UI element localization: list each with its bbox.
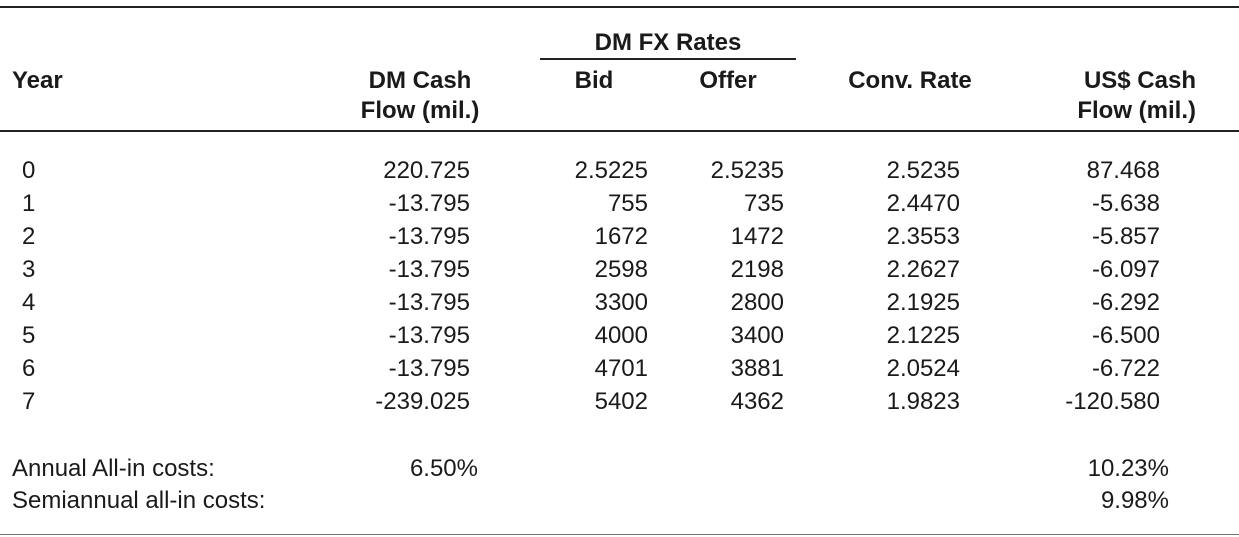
- fx-rates-underline: [540, 58, 796, 60]
- fx-rates-group-header: DM FX Rates: [594, 29, 742, 56]
- conv-rate-cell: 2.2627: [886, 256, 960, 283]
- bid-cell: 3300: [594, 289, 648, 316]
- year-cell: 3: [22, 256, 36, 283]
- us-cash-cell: -120.580: [1065, 388, 1160, 415]
- year-cell: 2: [22, 223, 36, 250]
- year-cell: 4: [22, 289, 36, 316]
- us-cash-cell: -5.638: [1091, 190, 1160, 217]
- top-rule: [0, 6, 1239, 8]
- dm-cash-cell: -13.795: [388, 322, 470, 349]
- dm-cash-cell: -13.795: [388, 223, 470, 250]
- us-cash-cell: 87.468: [1086, 157, 1160, 184]
- bid-header: Bid: [574, 67, 614, 94]
- dm-cash-header-line2: Flow (mil.): [360, 97, 480, 124]
- conv-rate-cell: 2.1925: [886, 289, 960, 316]
- year-header: Year: [12, 67, 63, 94]
- us-cash-cell: -6.722: [1091, 355, 1160, 382]
- offer-cell: 2.5235: [710, 157, 784, 184]
- offer-cell: 2800: [730, 289, 784, 316]
- year-cell: 6: [22, 355, 36, 382]
- semiannual-all-in-label: Semiannual all-in costs:: [12, 487, 266, 514]
- bid-cell: 1672: [594, 223, 648, 250]
- offer-cell: 3400: [730, 322, 784, 349]
- conv-rate-cell: 2.0524: [886, 355, 960, 382]
- dm-cash-header-line1: DM Cash: [368, 67, 472, 94]
- offer-cell: 3881: [730, 355, 784, 382]
- semiannual-us-cost: 9.98%: [1100, 487, 1169, 514]
- us-cash-cell: -6.292: [1091, 289, 1160, 316]
- us-cash-cell: -5.857: [1091, 223, 1160, 250]
- annual-all-in-label: Annual All-in costs:: [12, 455, 215, 482]
- header-rule: [0, 130, 1239, 132]
- bottom-rule: [0, 534, 1239, 535]
- offer-cell: 2198: [730, 256, 784, 283]
- annual-dm-cost: 6.50%: [409, 455, 478, 482]
- conv-rate-cell: 1.9823: [886, 388, 960, 415]
- conv-rate-cell: 2.5235: [886, 157, 960, 184]
- bid-cell: 5402: [594, 388, 648, 415]
- year-cell: 7: [22, 388, 36, 415]
- us-cash-header-line2: Flow (mil.): [1077, 97, 1196, 124]
- conv-rate-cell: 2.3553: [886, 223, 960, 250]
- bid-cell: 755: [607, 190, 648, 217]
- offer-cell: 735: [743, 190, 784, 217]
- conv-rate-header: Conv. Rate: [848, 67, 972, 94]
- offer-cell: 1472: [730, 223, 784, 250]
- annual-us-cost: 10.23%: [1087, 455, 1169, 482]
- dm-cash-cell: -13.795: [388, 289, 470, 316]
- us-cash-cell: -6.500: [1091, 322, 1160, 349]
- year-cell: 0: [22, 157, 36, 184]
- offer-cell: 4362: [730, 388, 784, 415]
- conv-rate-cell: 2.4470: [886, 190, 960, 217]
- bid-cell: 2.5225: [574, 157, 648, 184]
- dm-cash-cell: -239.025: [375, 388, 470, 415]
- us-cash-cell: -6.097: [1091, 256, 1160, 283]
- bid-cell: 4000: [594, 322, 648, 349]
- offer-header: Offer: [699, 67, 757, 94]
- year-cell: 5: [22, 322, 36, 349]
- conv-rate-cell: 2.1225: [886, 322, 960, 349]
- dm-cash-cell: -13.795: [388, 256, 470, 283]
- dm-cash-cell: -13.795: [388, 355, 470, 382]
- dm-cash-cell: 220.725: [383, 157, 470, 184]
- bid-cell: 2598: [594, 256, 648, 283]
- bid-cell: 4701: [594, 355, 648, 382]
- year-cell: 1: [22, 190, 36, 217]
- dm-cash-cell: -13.795: [388, 190, 470, 217]
- us-cash-header-line1: US$ Cash: [1083, 67, 1196, 94]
